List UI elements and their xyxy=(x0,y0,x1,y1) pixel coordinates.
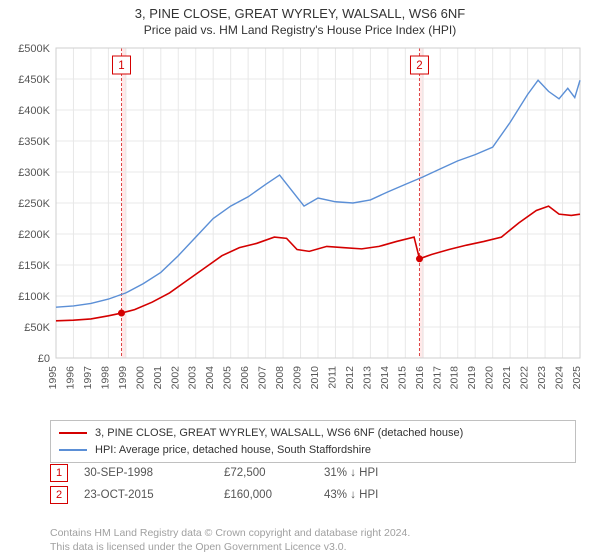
svg-text:2013: 2013 xyxy=(361,366,373,390)
svg-text:2021: 2021 xyxy=(501,366,513,390)
svg-text:£350K: £350K xyxy=(18,136,50,148)
svg-text:2007: 2007 xyxy=(257,366,269,390)
legend-label-price: 3, PINE CLOSE, GREAT WYRLEY, WALSALL, WS… xyxy=(95,425,463,442)
svg-text:1998: 1998 xyxy=(99,366,111,390)
svg-text:2002: 2002 xyxy=(169,366,181,390)
legend-swatch-price xyxy=(59,432,87,434)
svg-text:£100K: £100K xyxy=(18,291,50,303)
svg-text:2024: 2024 xyxy=(554,366,566,390)
svg-text:£250K: £250K xyxy=(18,198,50,210)
svg-text:2003: 2003 xyxy=(187,366,199,390)
svg-text:2017: 2017 xyxy=(431,366,443,390)
svg-text:1995: 1995 xyxy=(47,366,59,390)
svg-text:2016: 2016 xyxy=(414,366,426,390)
svg-text:2022: 2022 xyxy=(519,366,531,390)
footer-line2: This data is licensed under the Open Gov… xyxy=(50,540,588,554)
svg-text:£400K: £400K xyxy=(18,105,50,117)
sale-marker-1: 1 xyxy=(50,464,68,482)
chart-title: 3, PINE CLOSE, GREAT WYRLEY, WALSALL, WS… xyxy=(0,6,600,21)
svg-text:2025: 2025 xyxy=(571,366,583,390)
chart-subtitle: Price paid vs. HM Land Registry's House … xyxy=(0,23,600,37)
sale-price: £72,500 xyxy=(224,467,324,479)
svg-text:2012: 2012 xyxy=(344,366,356,390)
sale-price: £160,000 xyxy=(224,489,324,501)
svg-text:2018: 2018 xyxy=(449,366,461,390)
sales-row: 1 30-SEP-1998 £72,500 31% ↓ HPI xyxy=(50,462,576,484)
footer-line1: Contains HM Land Registry data © Crown c… xyxy=(50,526,588,540)
svg-text:2: 2 xyxy=(416,60,422,72)
footer: Contains HM Land Registry data © Crown c… xyxy=(50,526,588,554)
svg-text:2001: 2001 xyxy=(152,366,164,390)
svg-text:2014: 2014 xyxy=(379,366,391,390)
legend-row-hpi: HPI: Average price, detached house, Sout… xyxy=(59,442,567,459)
chart-area: £0 £50K £100K £150K £200K £250K £300K £350K £400… xyxy=(8,42,592,412)
chart-svg: £0 £50K £100K £150K £200K £250K £300K £350K £400… xyxy=(8,42,592,412)
svg-text:£0: £0 xyxy=(38,353,50,365)
svg-text:£200K: £200K xyxy=(18,229,50,241)
svg-text:1: 1 xyxy=(118,60,124,72)
svg-text:£150K: £150K xyxy=(18,260,50,272)
svg-text:1997: 1997 xyxy=(82,366,94,390)
svg-text:2008: 2008 xyxy=(274,366,286,390)
sale-delta: 43% ↓ HPI xyxy=(324,489,444,501)
svg-text:2000: 2000 xyxy=(134,366,146,390)
legend: 3, PINE CLOSE, GREAT WYRLEY, WALSALL, WS… xyxy=(50,420,576,463)
svg-text:2004: 2004 xyxy=(204,366,216,390)
svg-text:2020: 2020 xyxy=(484,366,496,390)
svg-text:2019: 2019 xyxy=(466,366,478,390)
svg-text:£500K: £500K xyxy=(18,43,50,55)
sale-marker-2: 2 xyxy=(50,486,68,504)
sales-table: 1 30-SEP-1998 £72,500 31% ↓ HPI 2 23-OCT… xyxy=(50,462,576,506)
svg-text:£50K: £50K xyxy=(24,322,50,334)
svg-text:2005: 2005 xyxy=(222,366,234,390)
svg-text:1996: 1996 xyxy=(64,366,76,390)
sale-date: 30-SEP-1998 xyxy=(84,467,224,479)
svg-text:2006: 2006 xyxy=(239,366,251,390)
svg-text:£300K: £300K xyxy=(18,167,50,179)
svg-text:1999: 1999 xyxy=(117,366,129,390)
svg-text:2015: 2015 xyxy=(396,366,408,390)
legend-label-hpi: HPI: Average price, detached house, Sout… xyxy=(95,442,371,459)
sale-delta: 31% ↓ HPI xyxy=(324,467,444,479)
legend-row-price: 3, PINE CLOSE, GREAT WYRLEY, WALSALL, WS… xyxy=(59,425,567,442)
chart-titles: 3, PINE CLOSE, GREAT WYRLEY, WALSALL, WS… xyxy=(0,0,600,37)
svg-text:2011: 2011 xyxy=(326,366,338,389)
legend-swatch-hpi xyxy=(59,449,87,451)
svg-text:£450K: £450K xyxy=(18,74,50,86)
svg-text:2010: 2010 xyxy=(309,366,321,390)
sales-row: 2 23-OCT-2015 £160,000 43% ↓ HPI xyxy=(50,484,576,506)
sale-date: 23-OCT-2015 xyxy=(84,489,224,501)
svg-text:2023: 2023 xyxy=(536,366,548,390)
svg-text:2009: 2009 xyxy=(292,366,304,390)
